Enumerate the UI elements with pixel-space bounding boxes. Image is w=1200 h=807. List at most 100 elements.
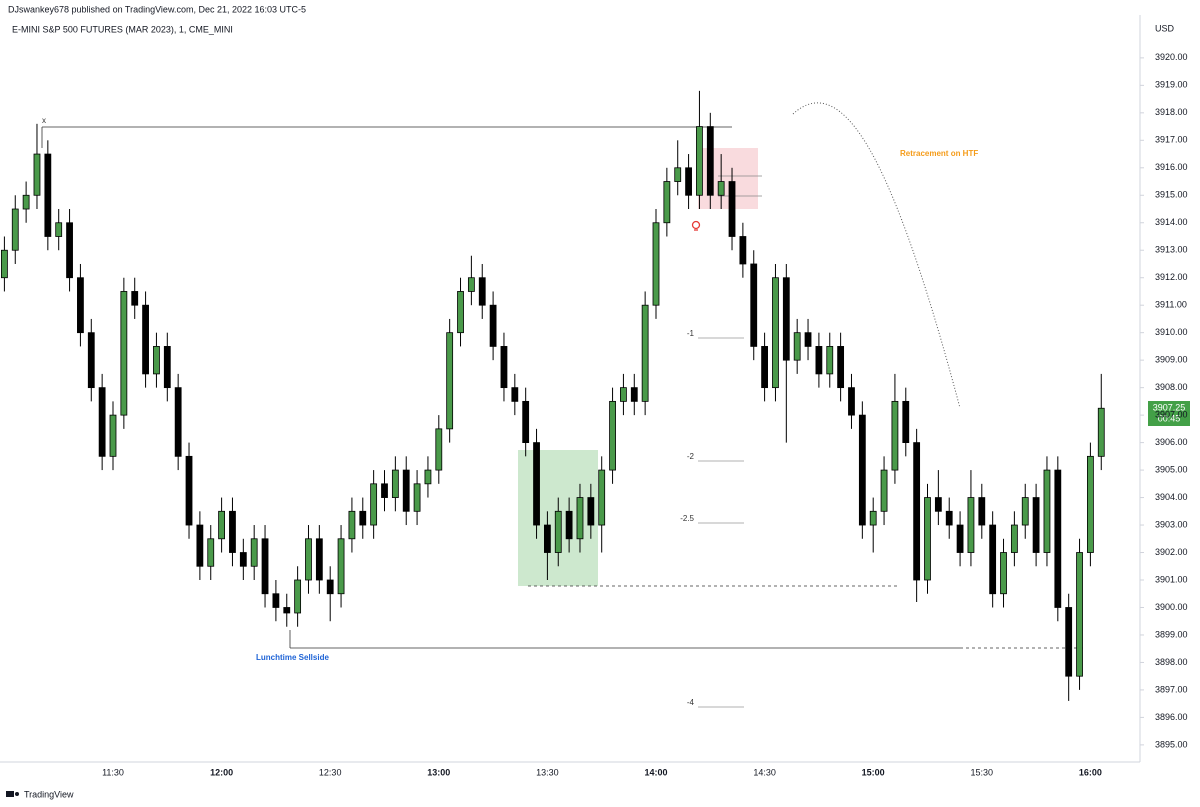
y-tick-label: 3901.00 [1155,574,1188,584]
y-tick-label: 3919.00 [1155,80,1188,90]
y-tick-label: 3906.00 [1155,437,1188,447]
x-tick-label: 14:00 [644,767,667,777]
candle-body [902,400,910,443]
candle-body [869,510,877,526]
candle-body [272,593,280,608]
candle-body [630,387,638,402]
candle-body [218,510,226,540]
currency: USD [1155,23,1175,33]
countdown: 00:45 [1158,413,1181,423]
y-tick-label: 3909.00 [1155,355,1188,365]
candle-body [967,497,975,553]
candle-body [185,455,193,526]
candle-body [837,346,845,389]
x-tick-label: 12:00 [210,767,233,777]
y-tick-label: 3895.00 [1155,739,1188,749]
candle-body [533,442,540,526]
annotation: x [42,116,46,125]
candle-body [956,524,964,553]
candle-body [663,181,671,224]
candle-body [294,579,302,614]
candle-body [761,346,768,389]
candle-body [174,387,182,457]
x-tick-label: 11:30 [102,767,124,777]
candle-body [22,194,30,210]
candle-body [554,510,562,553]
y-tick-label: 3912.00 [1155,272,1188,282]
candle-body [641,304,649,402]
candle-body [620,387,627,402]
candle-body [98,387,106,457]
candle-body [826,346,834,375]
y-tick-label: 3896.00 [1155,712,1188,722]
y-tick-label: 3910.00 [1155,327,1188,337]
candle-body [489,304,497,347]
y-tick-label: 3900.00 [1155,602,1188,612]
y-tick-label: 3903.00 [1155,519,1188,529]
candle-body [522,400,530,443]
candle-body [565,510,573,540]
candle-body [435,428,443,471]
candle-body [402,469,410,512]
y-tick-label: 3914.00 [1155,217,1188,227]
candle-body [1097,407,1105,457]
bulb-icon [691,220,701,231]
y-tick-label: 3908.00 [1155,382,1188,392]
y-tick-label: 3905.00 [1155,464,1188,474]
candle-body [848,387,855,416]
y-tick-label: 3911.00 [1155,300,1187,310]
candle-body [793,332,801,361]
candle-body [858,414,866,526]
candle-body [348,510,356,540]
brand: TradingView [24,789,74,799]
candle-body [587,497,595,526]
fib-label: -2.5 [680,514,694,523]
y-tick-label: 3917.00 [1155,135,1188,145]
candle-body [815,346,823,375]
candle-body [989,524,997,595]
last-price-box [1148,401,1190,426]
last-price: 3907.25 [1153,402,1186,412]
x-tick-label: 13:00 [427,767,450,777]
y-tick-label: 3898.00 [1155,657,1188,667]
candle-body [652,222,660,306]
candle-body [576,497,584,540]
x-tick-label: 14:30 [753,767,776,777]
y-tick-label: 3918.00 [1155,107,1188,117]
x-tick-label: 12:30 [319,767,342,777]
candle-body [782,277,790,361]
candle-body [261,538,269,595]
candle-body [229,510,236,553]
candle-body [109,414,117,457]
y-tick-label: 3915.00 [1155,190,1188,200]
candle-body [891,400,899,471]
candle-body [391,469,399,498]
candle-body [478,277,486,306]
candle-body [609,400,616,471]
candle-body [945,510,953,526]
candle-body [131,291,139,306]
candle-body [163,346,171,389]
chart-title: E-MINI S&P 500 FUTURES (MAR 2023), 1, CM… [12,24,233,34]
candle-body [315,538,323,581]
candles [0,90,1105,701]
candle-body [1087,455,1094,553]
candle-body [305,538,312,581]
candle-body [934,497,942,512]
fib-label: -1 [687,329,695,338]
fib-label: -4 [687,698,695,707]
candle-body [706,126,714,196]
candle-body [750,263,758,347]
candle-body [1021,497,1029,526]
candle-body [1054,469,1062,608]
candle-body [11,208,19,251]
candle-body [880,469,888,512]
candle-body [413,483,421,512]
candle-body [55,222,63,237]
candle-body [511,387,519,402]
y-tick-label: 3902.00 [1155,547,1188,557]
x-tick-label: 15:00 [862,767,885,777]
candle-body [696,126,703,196]
candle-body [0,249,8,279]
